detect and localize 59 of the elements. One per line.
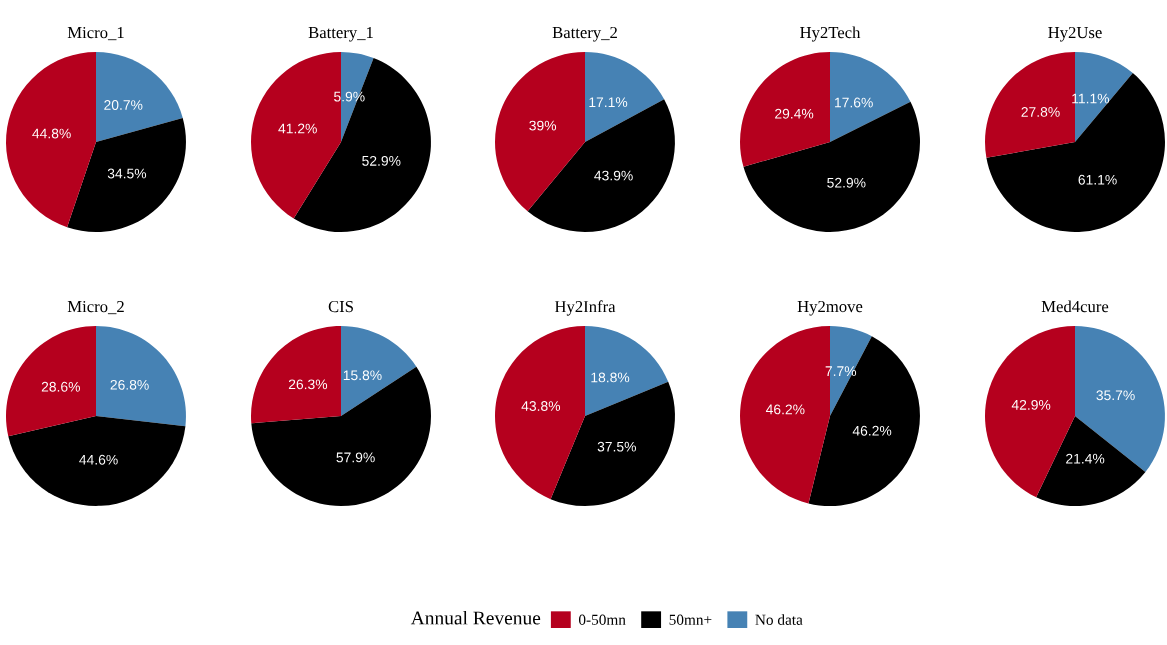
pie-slice [585, 326, 669, 416]
data-label: 61.1% [1078, 174, 1117, 185]
pie-slice [8, 416, 186, 506]
pie-slice [808, 336, 920, 506]
data-label: 44.6% [79, 454, 118, 465]
pie-slice [251, 366, 431, 506]
data-label: 29.4% [775, 108, 814, 119]
chart-title: Micro_1 [67, 26, 124, 41]
data-label: 52.9% [362, 155, 401, 166]
pie-slice [527, 99, 675, 232]
data-label: 57.9% [336, 452, 375, 463]
chart-title: CIS [328, 300, 353, 313]
legend-label: 0-50mn [578, 614, 626, 625]
legend-label: No data [755, 614, 803, 625]
pie-slice [740, 52, 830, 167]
pie-slice [6, 326, 96, 437]
data-label: 17.6% [835, 97, 873, 108]
chart-title: Battery_2 [552, 26, 617, 42]
chart-title: Hy2Infra [554, 300, 616, 316]
data-label: 42.9% [1011, 399, 1051, 410]
data-label: 46.2% [765, 404, 805, 415]
chart-title: Hy2Use [1048, 26, 1102, 42]
data-label: 15.8% [343, 370, 382, 381]
data-label: 41.2% [278, 123, 317, 134]
data-label: 52.9% [827, 177, 866, 188]
data-label: 26.8% [110, 379, 149, 390]
pie-slice [495, 52, 585, 212]
pie-slice [830, 52, 911, 142]
data-label: 26.3% [288, 379, 328, 390]
data-label: 44.8% [32, 128, 71, 139]
pie-slice [585, 52, 665, 142]
pie-slice [1036, 416, 1146, 506]
pie-slice [251, 326, 341, 424]
chart-title: Battery_1 [308, 26, 373, 42]
pie-slice [96, 52, 183, 142]
data-label: 28.6% [41, 381, 80, 392]
pie-slice [96, 326, 186, 427]
pie-slice [495, 326, 585, 500]
data-label: 35.7% [1096, 390, 1135, 401]
chart-title: Micro_2 [67, 300, 124, 315]
pie-slice [986, 73, 1165, 232]
pie-slice [341, 326, 417, 416]
legend-label: 50mn+ [669, 614, 712, 625]
pie-slice [6, 52, 96, 228]
data-label: 18.8% [591, 372, 630, 383]
chart-title: Hy2move [797, 300, 863, 316]
data-label: 39% [529, 120, 557, 131]
data-label: 43.9% [594, 170, 633, 181]
data-label: 17.1% [589, 97, 628, 108]
legend-title: Annual Revenue [410, 610, 541, 625]
data-label: 21.4% [1066, 453, 1105, 464]
chart-title: Hy2Tech [800, 26, 861, 42]
data-label: 27.8% [1021, 106, 1060, 117]
data-label: 37.5% [597, 441, 636, 452]
data-label: 20.7% [104, 100, 143, 110]
data-label: 46.2% [852, 425, 892, 436]
data-label: 34.5% [107, 168, 147, 179]
data-label: 43.8% [521, 401, 561, 411]
chart-title: Med4cure [1041, 300, 1109, 313]
